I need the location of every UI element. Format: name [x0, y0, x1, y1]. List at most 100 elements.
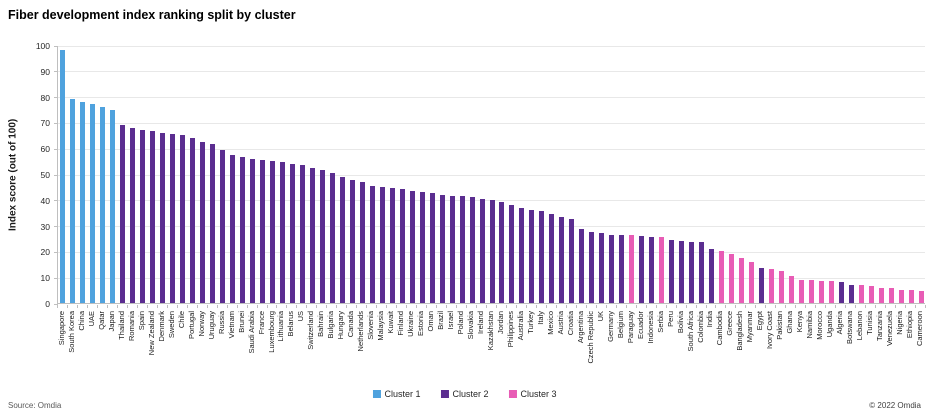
x-tick-36: [416, 305, 418, 308]
x-label-lithuania: Lithuania: [276, 311, 286, 342]
bar-ecuador: [639, 235, 645, 303]
x-label-brunei: Brunei: [236, 311, 246, 333]
x-tick-19: [246, 305, 248, 308]
x-tick-37: [426, 305, 428, 308]
x-label-myanmar: Myanmar: [745, 311, 755, 343]
bar-germany: [609, 234, 615, 303]
bar-pakistan: [778, 270, 784, 303]
x-label-bahrain: Bahrain: [316, 311, 326, 337]
x-tick-48: [535, 305, 537, 308]
x-label-pakistan: Pakistan: [775, 311, 785, 340]
bar-belgium: [619, 234, 625, 303]
bar-peru: [669, 239, 675, 303]
bar-south-africa: [689, 242, 695, 303]
bar-vietnam: [230, 154, 236, 303]
x-tick-6: [116, 305, 118, 308]
x-label-croatia: Croatia: [565, 311, 575, 336]
x-tick-45: [505, 305, 507, 308]
x-label-kazakhstan: Kazakhstan: [486, 311, 495, 351]
x-tick-52: [575, 305, 577, 308]
x-label-denmark: Denmark: [156, 311, 166, 342]
x-label-chile: Chile: [176, 311, 186, 329]
bar-kuwait: [389, 188, 395, 303]
x-label-norway: Norway: [196, 311, 206, 337]
gridline-50: [58, 174, 925, 176]
bar-poland: [459, 195, 465, 303]
bar-israel: [449, 195, 455, 303]
y-axis-tick-labels: 0 10 20 30 40 50 60 70 80 90 100: [14, 41, 50, 309]
bar-namibia: [808, 279, 814, 303]
x-label-ivory-coast: Ivory Coast: [765, 311, 775, 349]
x-label-mexico: Mexico: [545, 311, 555, 335]
bar-netherlands: [359, 181, 365, 303]
bar-uk: [599, 233, 605, 303]
x-label-brazil: Brazil: [436, 311, 446, 330]
x-label-algeria: Algeria: [835, 311, 845, 335]
x-tick-46: [515, 305, 517, 308]
bar-ethiopia: [908, 290, 914, 303]
bar-france: [260, 159, 266, 303]
bar-canada: [349, 180, 355, 303]
x-tick-18: [236, 305, 238, 308]
bar-serbia: [659, 237, 665, 303]
x-tick-50: [555, 305, 557, 308]
x-tick-53: [585, 305, 587, 308]
x-tick-33: [386, 305, 388, 308]
bar-italy: [539, 211, 545, 303]
bar-nigeria: [898, 290, 904, 303]
bar-hungary: [339, 176, 345, 303]
bar-brazil: [439, 194, 445, 303]
x-tick-67: [725, 305, 727, 308]
x-label-finland: Finland: [396, 311, 406, 336]
x-tick-79: [845, 305, 847, 308]
x-label-kenya: Kenya: [795, 311, 805, 333]
y-tick-0: [54, 303, 58, 305]
bar-mexico: [549, 214, 555, 303]
x-tick-30: [356, 305, 358, 308]
bar-slovenia: [369, 185, 375, 303]
y-tick-label-40: 40: [40, 195, 50, 206]
x-tick-64: [695, 305, 697, 308]
x-label-indonesia: Indonesia: [645, 311, 655, 344]
x-label-egypt: Egypt: [755, 311, 765, 331]
x-tick-12: [176, 305, 178, 308]
x-tick-5: [106, 305, 108, 308]
legend: Cluster 1 Cluster 2 Cluster 3: [372, 389, 557, 399]
bar-uruguay: [210, 144, 216, 303]
legend-label-cluster-1: Cluster 1: [384, 389, 421, 399]
y-tick-90: [54, 71, 58, 73]
x-tick-15: [206, 305, 208, 308]
x-tick-70: [755, 305, 757, 308]
x-label-switzerland: Switzerland: [306, 311, 316, 350]
bar-india: [708, 248, 714, 303]
x-label-botswana: Botswana: [845, 311, 855, 344]
bar-paraguay: [629, 234, 635, 303]
x-tick-38: [436, 305, 438, 308]
x-tick-8: [136, 305, 138, 308]
x-tick-83: [885, 305, 887, 308]
x-tick-4: [96, 305, 98, 308]
x-tick-42: [476, 305, 478, 308]
x-label-poland: Poland: [456, 311, 466, 335]
x-label-ethiopia: Ethiopia: [905, 311, 915, 339]
x-tick-49: [545, 305, 547, 308]
y-tick-label-90: 90: [40, 66, 50, 77]
bar-lithuania: [279, 162, 285, 303]
bar-ghana: [788, 275, 794, 303]
bar-spain: [140, 130, 146, 303]
x-tick-32: [376, 305, 378, 308]
x-label-south-korea: South Korea: [66, 311, 76, 353]
x-tick-10: [156, 305, 158, 308]
x-label-china: China: [76, 311, 86, 331]
x-tick-61: [665, 305, 667, 308]
x-tick-55: [605, 305, 607, 308]
x-tick-69: [745, 305, 747, 308]
bar-tanzania: [878, 287, 884, 303]
y-tick-20: [54, 251, 58, 253]
bar-philippines: [509, 204, 515, 303]
x-tick-87: [925, 305, 926, 308]
x-label-namibia: Namibia: [805, 311, 815, 339]
x-label-slovenia: Slovenia: [366, 311, 376, 340]
bar-jordan: [499, 202, 505, 303]
x-tick-62: [675, 305, 677, 308]
